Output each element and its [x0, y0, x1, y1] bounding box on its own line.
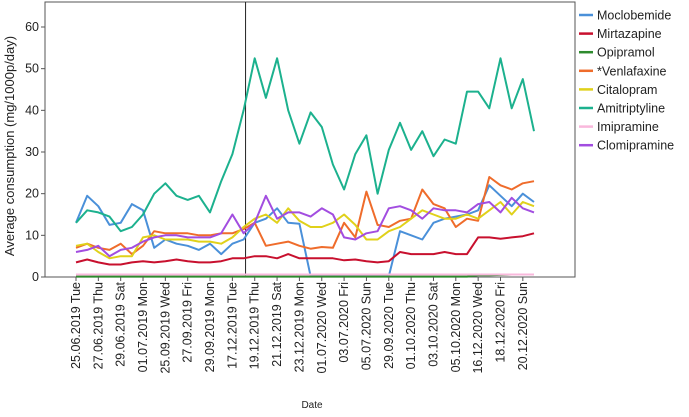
x-tick-label: 01.07.2019 Mon	[136, 282, 150, 372]
legend-label: *Venlafaxine	[597, 64, 667, 78]
y-axis-title: Average consumption (mg/1000p/day)	[2, 36, 17, 256]
x-tick-label: 25.09.2019 Wed	[158, 282, 172, 374]
series-line-citalopram	[75, 201, 535, 260]
y-tick-label: 10	[25, 228, 39, 242]
x-tick-label: 16.12.2020 Wed	[471, 282, 485, 374]
legend-label: Amitriptyline	[597, 102, 665, 116]
y-tick-label: 60	[25, 20, 39, 34]
x-tick-label: 29.09.2020 Tue	[382, 282, 396, 369]
x-tick-label: 17.12.2019 Tue	[225, 282, 239, 369]
y-tick-label: 0	[32, 270, 39, 284]
legend-label: Mirtazapine	[597, 27, 662, 41]
series-line-opipramol	[76, 273, 534, 278]
series-line-mirtazapine	[75, 232, 535, 266]
x-tick-label: 27.09.2019 Fri	[181, 282, 195, 363]
y-tick-label: 20	[25, 187, 39, 201]
x-tick-label: 05.10.2020 Mon	[449, 282, 463, 372]
x-tick-label: 23.12.2019 Mon	[292, 282, 306, 372]
series-line-moclobemide	[75, 184, 535, 278]
legend-label: Imipramine	[597, 120, 659, 134]
x-tick-label: 21.12.2019 Sat	[270, 281, 284, 366]
legend-label: Clomipramine	[597, 139, 674, 153]
x-tick-label: 29.06.2019 Sat	[114, 281, 128, 366]
series-line-amitriptyline	[75, 57, 535, 233]
series-line-venlafaxine	[75, 176, 535, 256]
x-tick-label: 03.07.2020 Fri	[337, 282, 351, 363]
legend-label: Moclobemide	[597, 9, 671, 23]
x-axis-title: Date	[301, 400, 323, 411]
series-line-clomipramine	[75, 194, 535, 258]
y-tick-label: 50	[25, 62, 39, 76]
x-tick-label: 05.07.2020 Sun	[359, 282, 373, 370]
x-tick-label: 27.06.2019 Thu	[91, 282, 105, 369]
y-tick-label: 30	[25, 145, 39, 159]
legend: Moclobemide Mirtazapine Opipramol *Venlafax…	[579, 9, 674, 153]
x-tick-label: 01.07.2020 Wed	[315, 282, 329, 374]
axes: 0 10 20 30 40 50 60 25.06.2019 Tue 27.06.2019 Th…	[25, 20, 530, 374]
legend-label: Citalopram	[597, 83, 657, 97]
x-tick-label: 01.10.2020 Thu	[404, 282, 418, 369]
legend-label: Opipramol	[597, 46, 655, 60]
x-tick-label: 03.10.2020 Sat	[426, 281, 440, 366]
x-tick-label: 18.12.2020 Fri	[493, 282, 507, 363]
x-tick-label: 25.06.2019 Tue	[69, 282, 83, 369]
y-tick-label: 40	[25, 103, 39, 117]
series-lines	[75, 57, 535, 278]
x-tick-label: 29.09.2019 Mon	[203, 282, 217, 372]
x-tick-label: 19.12.2019 Thu	[248, 282, 262, 369]
x-tick-label: 20.12.2020 Sun	[516, 282, 530, 370]
